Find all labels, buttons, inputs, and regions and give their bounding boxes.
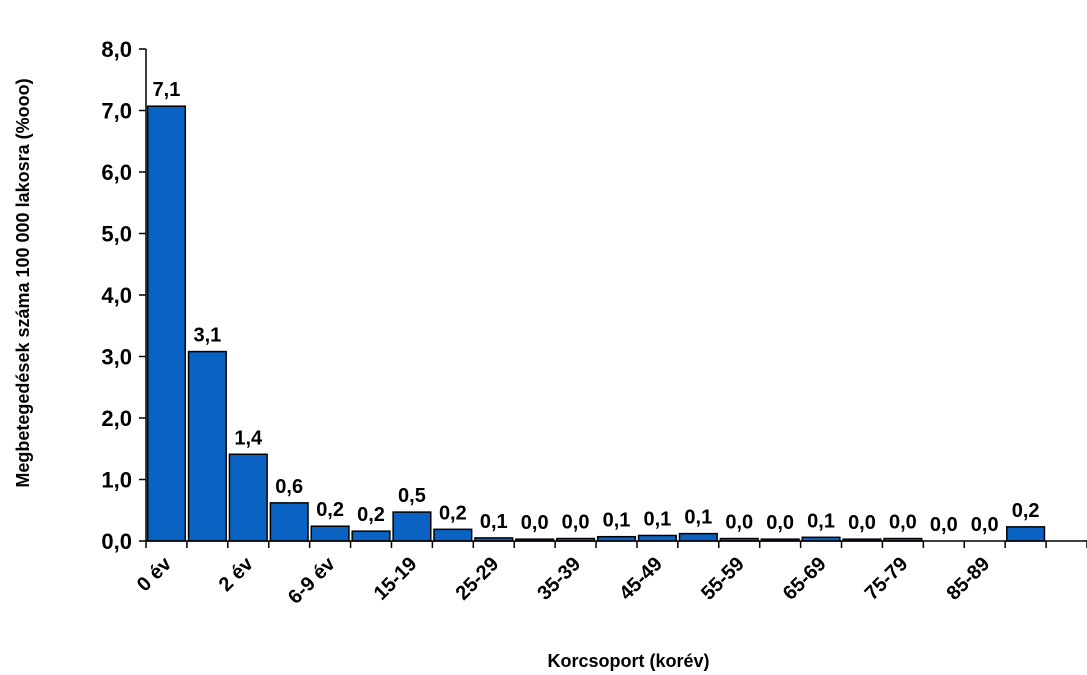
y-tick-label: 2,0 [101,406,132,431]
data-label: 0,0 [521,512,549,534]
bar [269,502,309,542]
data-label: 7,1 [153,79,181,101]
y-tick-label: 4,0 [101,283,132,308]
data-label: 3,1 [193,325,221,347]
y-axis-title: Megbetegedések száma 100 000 lakosra (%o… [13,78,33,487]
data-label: 0,1 [480,511,508,533]
data-label: 0,0 [930,514,958,536]
data-label: 0,5 [398,485,426,507]
bar [1006,526,1046,542]
data-label: 0,2 [1012,500,1040,522]
y-tick-label: 6,0 [101,160,132,185]
bar [678,532,718,542]
bar [228,453,268,542]
x-tick-label: 25-29 [452,553,504,605]
data-label: 0,2 [439,502,467,524]
y-tick-label: 8,0 [101,37,132,62]
x-tick-label: 55-59 [697,553,749,605]
y-tick-label: 3,0 [101,345,132,370]
y-axis: 0,0 1,0 2,0 3,0 4,0 5,0 6,0 7,0 8,0 [101,37,147,554]
data-label: 0,0 [725,512,753,534]
x-tick-label: 15-19 [370,553,422,605]
data-label: 0,1 [807,510,835,532]
x-tick-label: 35-39 [533,553,585,605]
data-labels-group: 7,1 3,1 1,4 0,6 0,2 0,2 0,5 0,2 0,1 0,0 0,0 0,1 0,1 0… [153,79,1040,536]
data-label: 0,0 [889,512,917,534]
x-tick-label: 85-89 [943,553,995,605]
bar [187,350,227,542]
x-tick-label: 45-49 [615,553,667,605]
y-tick-label: 0,0 [101,529,132,554]
data-label: 0,0 [562,512,590,534]
y-tick-label: 1,0 [101,468,132,493]
data-label: 1,4 [234,427,263,449]
x-tick-label: 6-9 év [284,552,340,608]
data-label: 0,2 [316,499,344,521]
x-tick-label: 0 év [133,552,177,596]
data-label: 0,0 [971,514,999,536]
bar [146,105,187,542]
x-axis-title: Korcsoport (korév) [547,651,709,671]
y-tick-label: 7,0 [101,99,132,124]
bar [637,534,677,542]
x-axis: 0 év 2 év 6-9 év 15-19 25-29 35-39 45-49 55-59 6… [133,540,1087,609]
bar [433,528,473,542]
data-label: 0,6 [275,476,303,498]
data-label: 0,1 [603,510,631,532]
x-tick-label: 2 év [215,552,259,596]
data-label: 0,1 [644,508,672,530]
bar [310,525,350,542]
x-tick-label: 65-69 [779,553,831,605]
y-tick-label: 5,0 [101,222,132,247]
data-label: 0,0 [766,512,794,534]
bars-group [146,105,1046,542]
data-label: 0,1 [684,507,712,529]
bar [392,511,432,542]
data-label: 0,2 [357,504,385,526]
x-tick-label: 75-79 [861,553,913,605]
data-label: 0,0 [848,512,876,534]
bar [351,530,391,542]
